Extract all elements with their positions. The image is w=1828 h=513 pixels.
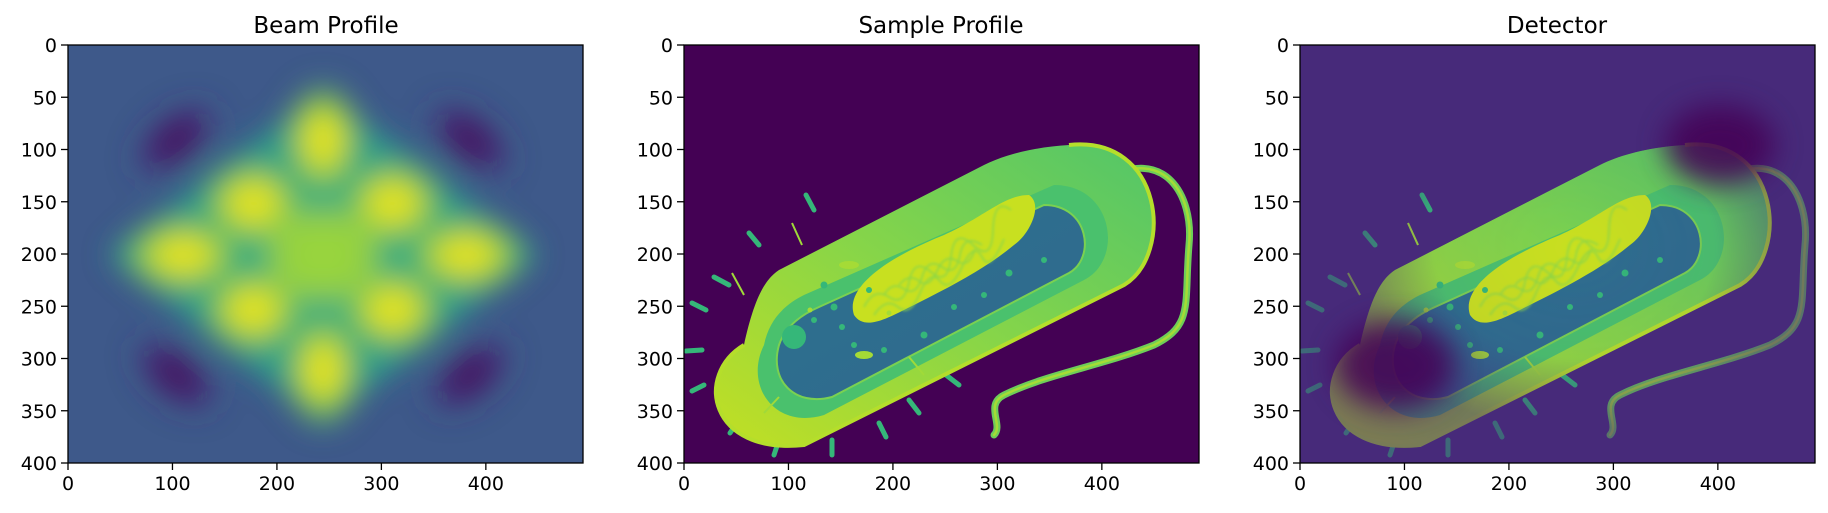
panel-3-title: Detector (1507, 13, 1608, 39)
y-tick-label: 250 (21, 296, 57, 318)
sample-heatmap (684, 45, 1199, 463)
y-tick-label: 350 (637, 401, 673, 423)
panel-beam-profile: Beam Profile (21, 13, 584, 495)
x-tick-label: 400 (1084, 473, 1120, 495)
y-tick-label: 300 (21, 349, 57, 371)
panel-1-title: Beam Profile (253, 13, 398, 39)
y-tick-label: 150 (21, 192, 57, 214)
y-tick-label: 300 (1253, 349, 1289, 371)
y-tick-label: 300 (637, 349, 673, 371)
panel-2-title: Sample Profile (858, 13, 1023, 39)
x-tick-label: 400 (468, 473, 504, 495)
y-tick-label: 50 (649, 87, 673, 109)
y-tick-label: 350 (21, 401, 57, 423)
y-tick-label: 100 (637, 140, 673, 162)
x-tick-label: 300 (1595, 473, 1631, 495)
detector-heatmap (1300, 45, 1815, 463)
y-tick-label: 200 (1253, 244, 1289, 266)
y-tick-label: 250 (1253, 296, 1289, 318)
y-tick-label: 0 (661, 35, 673, 57)
panel-sample-profile: Sample Profile 0 100 200 300 400050100150200… (637, 13, 1200, 495)
x-tick-label: 200 (875, 473, 911, 495)
y-tick-label: 350 (1253, 401, 1289, 423)
x-tick-label: 300 (979, 473, 1015, 495)
x-tick-label: 100 (154, 473, 190, 495)
x-tick-label: 400 (1700, 473, 1736, 495)
x-tick-label: 100 (770, 473, 806, 495)
y-tick-label: 400 (637, 453, 673, 475)
x-tick-label: 0 (1294, 473, 1306, 495)
y-tick-label: 100 (1253, 140, 1289, 162)
y-tick-label: 250 (637, 296, 673, 318)
y-tick-label: 100 (21, 140, 57, 162)
y-tick-label: 50 (1265, 87, 1289, 109)
y-tick-label: 0 (1277, 35, 1289, 57)
x-tick-label: 0 (678, 473, 690, 495)
y-tick-label: 50 (33, 87, 57, 109)
y-tick-label: 400 (1253, 453, 1289, 475)
x-tick-label: 0 (62, 473, 74, 495)
beam-heatmap (68, 45, 583, 463)
x-tick-label: 300 (363, 473, 399, 495)
x-tick-label: 200 (1491, 473, 1527, 495)
x-tick-label: 100 (1386, 473, 1422, 495)
y-tick-label: 200 (637, 244, 673, 266)
y-tick-label: 400 (21, 453, 57, 475)
panel-detector: Detector (1253, 13, 1816, 495)
x-tick-label: 200 (259, 473, 295, 495)
y-tick-label: 200 (21, 244, 57, 266)
y-tick-label: 0 (45, 35, 57, 57)
y-tick-label: 150 (1253, 192, 1289, 214)
y-tick-label: 150 (637, 192, 673, 214)
